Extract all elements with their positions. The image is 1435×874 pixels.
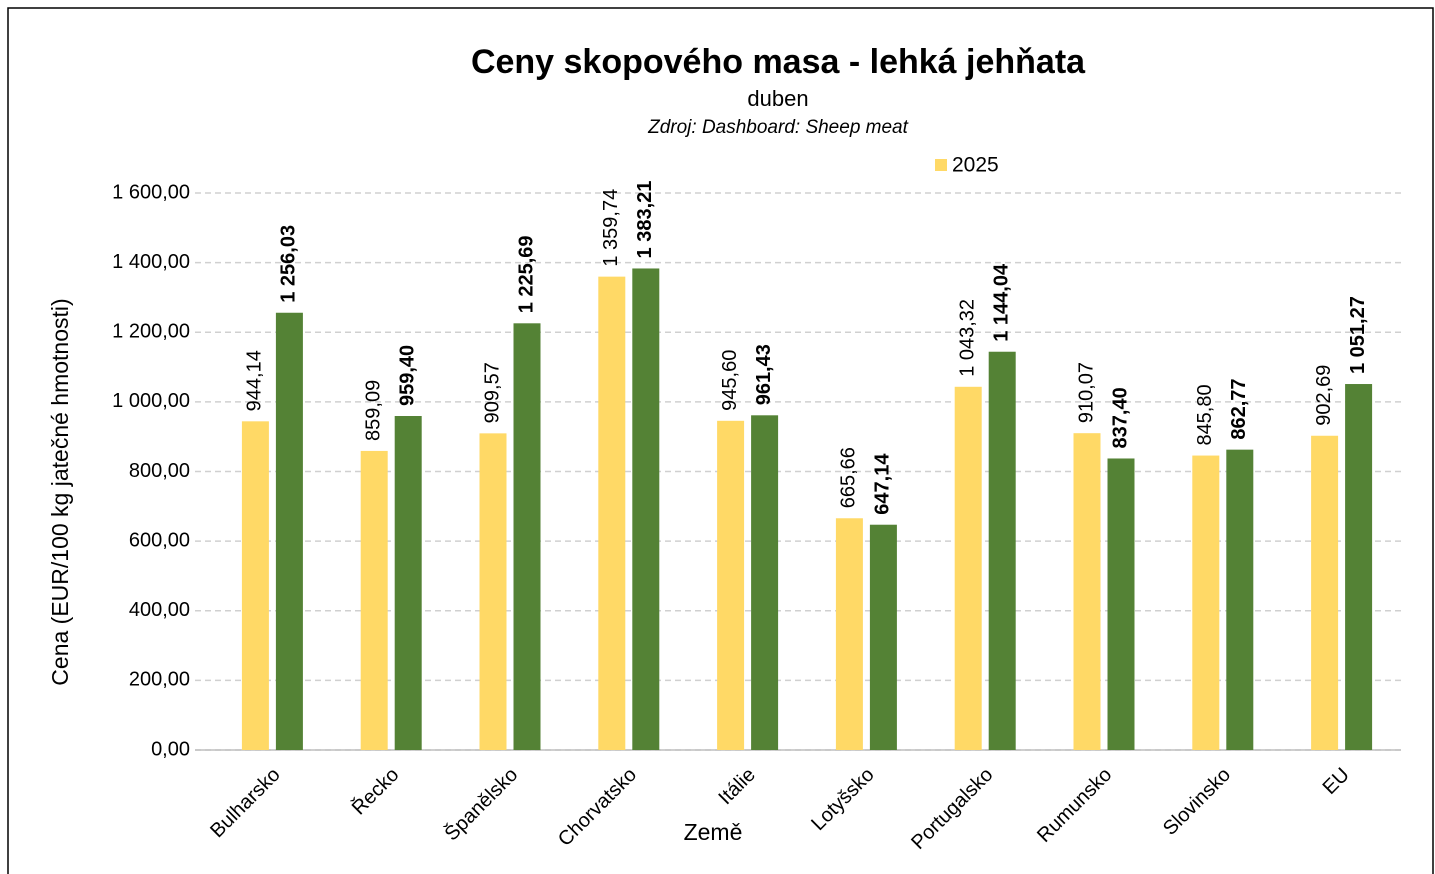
data-label: 1 256,03 xyxy=(278,225,300,303)
bar xyxy=(1345,384,1373,750)
bar xyxy=(954,386,982,750)
data-label: 961,43 xyxy=(753,344,775,405)
bar xyxy=(988,351,1016,750)
data-label: 647,14 xyxy=(872,453,894,515)
bar xyxy=(1311,435,1339,750)
data-label: 837,40 xyxy=(1109,387,1131,448)
y-tick-label: 0,00 xyxy=(151,738,190,760)
data-label: 859,09 xyxy=(362,380,384,441)
y-tick-label: 800,00 xyxy=(129,460,190,482)
bar xyxy=(598,276,626,750)
y-axis-title: Cena (EUR/100 kg jatečné hmotnosti) xyxy=(47,298,73,685)
y-tick-label: 1 200,00 xyxy=(112,321,190,343)
y-tick-label: 1 400,00 xyxy=(112,251,190,273)
data-label: 945,60 xyxy=(719,350,741,411)
bar xyxy=(479,433,507,750)
data-label: 1 383,21 xyxy=(634,181,656,259)
data-label: 902,69 xyxy=(1313,365,1335,426)
data-label: 1 144,04 xyxy=(990,263,1012,342)
x-axis-title: Země xyxy=(684,819,743,845)
chart-title: Ceny skopového masa - lehká jehňata xyxy=(471,43,1086,81)
bar xyxy=(751,415,779,750)
y-tick-label: 1 600,00 xyxy=(112,181,190,203)
data-label: 910,07 xyxy=(1075,362,1097,423)
data-label: 862,77 xyxy=(1228,378,1250,439)
bar xyxy=(1192,455,1220,750)
bar xyxy=(717,420,745,750)
y-tick-label: 200,00 xyxy=(129,669,190,691)
data-label: 909,57 xyxy=(481,362,503,423)
data-label: 845,80 xyxy=(1194,384,1216,445)
legend-swatch xyxy=(935,159,947,171)
data-label: 665,66 xyxy=(838,447,860,508)
y-tick-label: 1 000,00 xyxy=(112,390,190,412)
bar xyxy=(835,518,863,750)
bar xyxy=(360,450,388,750)
data-label: 944,14 xyxy=(244,350,266,411)
data-label: 1 043,32 xyxy=(956,299,978,377)
bar xyxy=(394,416,422,750)
bar xyxy=(869,524,897,750)
bar xyxy=(1226,449,1254,750)
y-tick-label: 600,00 xyxy=(129,529,190,551)
bar xyxy=(632,268,660,750)
chart-source: Zdroj: Dashboard: Sheep meat xyxy=(647,117,909,138)
bar xyxy=(1107,458,1135,750)
bar xyxy=(1073,433,1101,750)
bar xyxy=(241,421,269,750)
legend-label: 2025 xyxy=(952,154,999,177)
chart-subtitle: duben xyxy=(747,86,808,111)
bar xyxy=(513,323,541,750)
data-label: 1 225,69 xyxy=(515,235,537,313)
data-label: 1 051,27 xyxy=(1347,296,1369,374)
data-label: 959,40 xyxy=(396,345,418,406)
y-tick-label: 400,00 xyxy=(129,599,190,621)
bar xyxy=(275,312,303,750)
data-label: 1 359,74 xyxy=(600,189,622,267)
